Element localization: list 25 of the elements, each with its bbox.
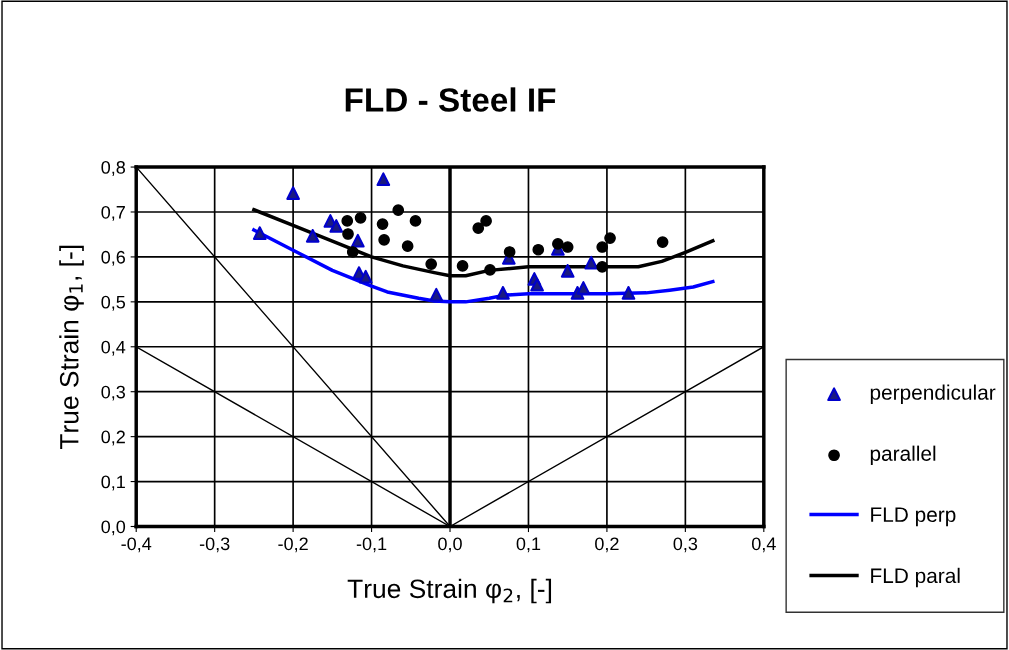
y-axis-title: True Strain φ$_{1}$, [-]	[59, 245, 84, 450]
x-tick-label: 0,1	[516, 537, 541, 553]
legend-label: parallel	[870, 445, 936, 466]
legend-label: FLD paral	[871, 567, 960, 588]
y-tick-label: 0,0	[101, 520, 126, 536]
legend-label: perpendicular	[870, 384, 996, 404]
y-tick-label: 0,7	[101, 205, 125, 221]
y-tick-label: 0,1	[101, 475, 125, 491]
x-tick-label: -0,3	[199, 537, 230, 553]
x-axis-title: True Strain φ$_{2}$, [-]	[347, 578, 552, 604]
y-tick-label: 0,4	[101, 340, 126, 356]
y-tick-label: 0,5	[101, 295, 126, 311]
legend-label: FLD perp	[871, 507, 956, 527]
x-tick-label: -0,1	[356, 537, 387, 553]
y-tick-label: 0,6	[101, 250, 126, 266]
x-tick-label: 0,3	[673, 537, 698, 553]
x-tick-label: 0,4	[751, 537, 776, 553]
x-tick-label: -0,2	[278, 537, 308, 553]
chart-title: FLD - Steel IF	[345, 87, 556, 112]
y-tick-label: 0,3	[101, 385, 126, 401]
x-tick-label: 0,0	[438, 537, 462, 553]
y-tick-label: 0,2	[101, 430, 125, 446]
x-tick-label: 0,2	[595, 537, 619, 553]
x-tick-label: -0,4	[121, 537, 152, 553]
y-tick-label: 0,8	[101, 160, 126, 176]
